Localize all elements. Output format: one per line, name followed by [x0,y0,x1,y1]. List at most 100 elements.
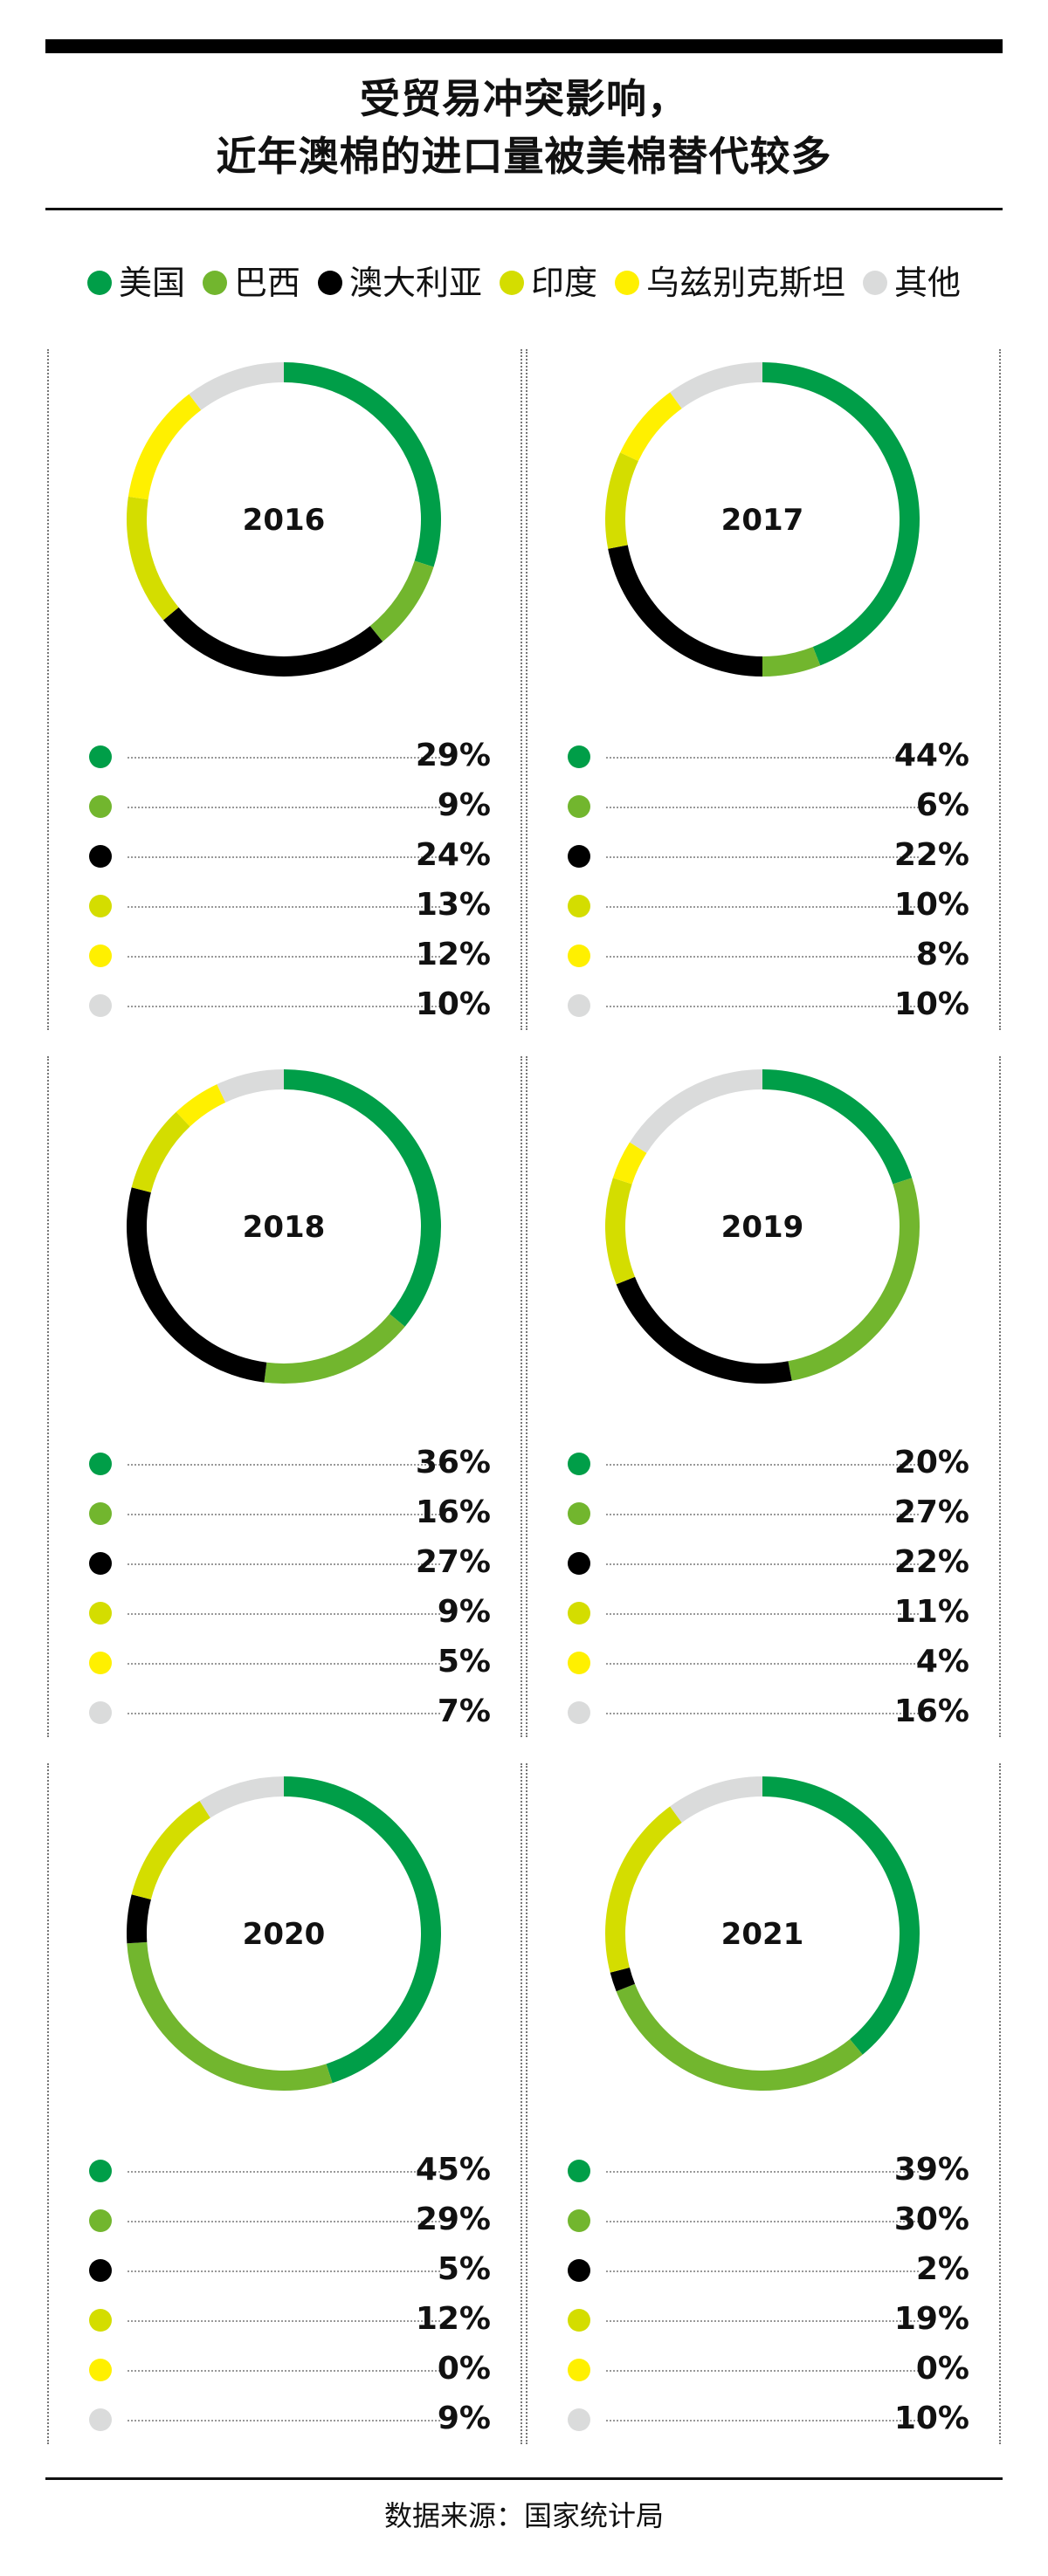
legend-item-5: 其他 [863,262,961,304]
row-dot [568,1502,590,1525]
donut-slice-巴西 [762,646,821,677]
row-dot [89,845,112,868]
row-dot [568,1701,590,1724]
percent-label: 39% [893,2152,969,2188]
donut-slice-美国 [762,1776,920,2055]
value-row: 30% [524,2195,1003,2245]
dotted-leader [128,1514,440,1515]
row-dot [89,1602,112,1625]
dotted-leader [128,807,440,808]
title-line-2: 近年澳棉的进口量被美棉替代较多 [216,133,832,180]
donut-slice-乌兹别克斯坦 [620,392,682,462]
dotted-leader [606,1006,919,1007]
panel-divider [47,1763,49,2444]
panel-divider [526,349,527,1030]
donut-slice-其他 [670,362,762,409]
dotted-leader [606,1713,919,1714]
value-list: 20% 27% 22% 11% 4% 16% [524,1439,1003,1737]
row-dot [89,2359,112,2381]
donut-panel-2019: 2019 20% 27% 22% 11% 4% 16% [524,1056,1003,1737]
dotted-leader [128,1613,440,1615]
value-list: 45% 29% 5% 12% 0% 9% [45,2146,524,2444]
percent-label: 12% [415,2301,491,2337]
row-dot [89,1502,112,1525]
row-dot [568,1453,590,1475]
dotted-leader [606,807,919,808]
dotted-leader [128,2171,440,2173]
source-note: 数据来源：国家统计局 [383,2499,664,2532]
value-row: 10% [524,980,1003,1030]
dotted-leader [606,906,919,908]
chart-title: 受贸易冲突影响， 近年澳棉的进口量被美棉替代较多 [0,70,1048,185]
row-dot [568,2259,590,2282]
row-dot [568,2408,590,2431]
donut-slice-澳大利亚 [126,1187,267,1383]
dotted-leader [128,1663,440,1665]
percent-label: 44% [893,738,969,773]
donut-slice-印度 [131,1111,190,1192]
percent-label: 2% [915,2251,969,2287]
legend-dot [317,271,342,295]
donut-year-label: 2019 [721,1210,804,1245]
dotted-leader [606,757,919,759]
row-dot [568,795,590,818]
row-dot [89,895,112,917]
value-list: 29% 9% 24% 13% 12% 10% [45,732,524,1030]
percent-label: 9% [437,787,491,823]
row-dot [568,994,590,1017]
value-row: 11% [524,1588,1003,1638]
dotted-leader [128,2370,440,2372]
value-row: 9% [45,1588,524,1638]
donut-chart: 2021 [605,1776,920,2091]
percent-label: 0% [915,2351,969,2387]
dotted-leader [606,2370,919,2372]
value-row: 16% [45,1488,524,1538]
legend-dot [863,271,888,295]
percent-label: 0% [437,2351,491,2387]
donut-slice-澳大利亚 [127,1894,151,1944]
value-row: 44% [524,732,1003,781]
donut-slice-乌兹别克斯坦 [128,394,202,500]
legend-dot [86,271,112,295]
value-row: 5% [45,1638,524,1687]
percent-label: 22% [893,1544,969,1580]
value-row: 6% [524,781,1003,831]
row-dot [89,1701,112,1724]
dotted-leader [128,2221,440,2222]
percent-label: 27% [415,1544,491,1580]
donut-slice-乌兹别克斯坦 [176,1084,226,1127]
dotted-leader [606,1514,919,1515]
panel-divider [521,1763,522,2444]
donut-panel-2021: 2021 39% 30% 2% 19% 0% 10% [524,1763,1003,2444]
donut-slice-其他 [630,1069,762,1153]
dotted-leader [606,2221,919,2222]
value-row: 27% [45,1538,524,1588]
donut-slice-印度 [131,1801,210,1899]
donut-slice-巴西 [264,1314,405,1384]
donut-slice-其他 [670,1776,762,1823]
panel-divider [521,349,522,1030]
donut-slice-其他 [189,362,284,410]
percent-label: 27% [893,1494,969,1530]
donut-slice-印度 [605,1806,682,1973]
percent-label: 12% [415,937,491,972]
donut-chart: 2016 [126,362,441,677]
percent-label: 24% [415,837,491,873]
value-row: 5% [45,2245,524,2295]
donut-slice-其他 [217,1069,284,1103]
row-dot [568,2209,590,2232]
percent-label: 16% [415,1494,491,1530]
dotted-leader [606,1464,919,1466]
panel-divider [999,1056,1001,1737]
row-dot [568,2359,590,2381]
donut-slice-澳大利亚 [610,1968,636,1992]
dotted-leader [606,2171,919,2173]
donut-slice-印度 [605,452,638,549]
row-dot [568,2160,590,2182]
legend-item-3: 印度 [500,262,597,304]
value-row: 10% [524,881,1003,931]
value-row: 2% [524,2245,1003,2295]
percent-label: 8% [915,937,969,972]
legend-label: 澳大利亚 [348,264,482,302]
percent-label: 7% [437,1693,491,1729]
